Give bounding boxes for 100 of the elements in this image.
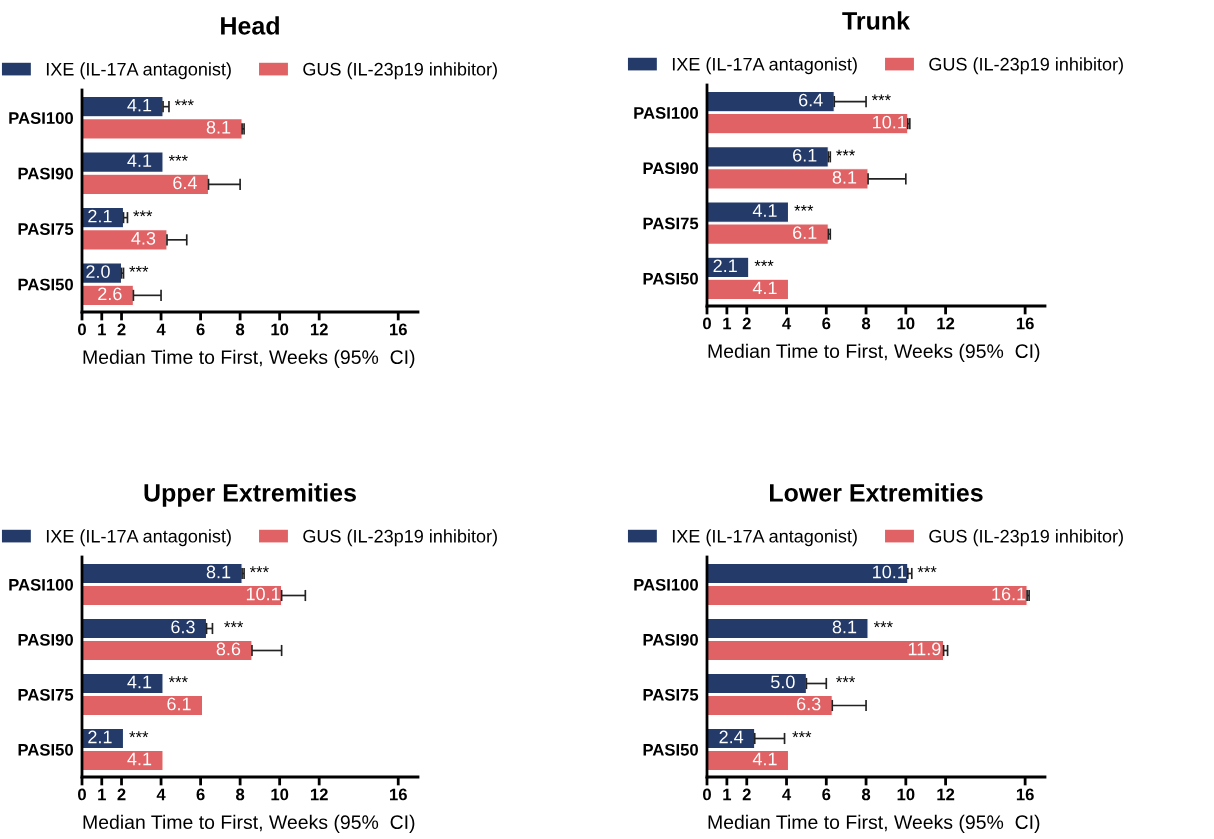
y-tick-label: PASI100 [9, 578, 73, 591]
x-tick-label: 2 [742, 788, 751, 801]
y-tick-label: PASI100 [634, 578, 698, 591]
annotation: *** [129, 731, 149, 738]
annotation: *** [754, 260, 774, 267]
x-tick-label: 4 [782, 788, 792, 801]
chart-title: Head [221, 16, 279, 35]
x-tick-label: 1 [723, 788, 732, 801]
data-label: 4.1 [752, 752, 777, 766]
data-label: 2.1 [88, 730, 112, 744]
data-label: 6.1 [793, 226, 817, 240]
x-tick-label: 0 [703, 317, 711, 330]
x-tick-label: 8 [861, 317, 871, 330]
x-tick-label: 16 [390, 788, 407, 801]
x-axis-title: Median Time to First, Weeks (95% CI) [83, 349, 415, 368]
y-tick-label: PASI75 [18, 688, 74, 701]
data-label: 11.9 [908, 642, 941, 656]
legend-label: GUS (IL-23p19 inhibitor) [929, 529, 1123, 547]
x-tick-label: 12 [937, 788, 955, 801]
x-tick-label: 4 [782, 317, 792, 330]
y-tick-label: PASI75 [643, 217, 699, 230]
legend-label: GUS (IL-23p19 inhibitor) [929, 57, 1123, 75]
x-axis-title: Median Time to First, Weeks (95% CI) [83, 814, 415, 833]
y-tick-label: PASI50 [643, 743, 698, 756]
y-tick-label: PASI90 [18, 633, 73, 646]
data-label: 2.6 [98, 287, 122, 301]
annotation: *** [836, 676, 856, 683]
x-tick-label: 4 [156, 323, 166, 336]
x-tick-label: 0 [703, 788, 711, 801]
y-tick-label: PASI90 [643, 162, 698, 175]
y-tick-label: PASI75 [18, 223, 74, 235]
annotation: *** [133, 210, 153, 217]
x-tick-label: 6 [196, 323, 205, 336]
data-label: 4.1 [752, 204, 777, 217]
data-label: 16.1 [992, 587, 1026, 601]
annotation: *** [873, 621, 893, 628]
legend-label: GUS (IL-23p19 inhibitor) [303, 529, 497, 547]
y-tick-label: PASI75 [643, 688, 699, 701]
x-tick-label: 16 [390, 323, 407, 336]
x-tick-label: 12 [310, 323, 328, 336]
x-tick-label: 8 [861, 788, 871, 801]
y-tick-label: PASI100 [634, 107, 698, 119]
x-tick-label: 2 [742, 317, 751, 330]
annotation: *** [129, 265, 149, 272]
data-label: 8.6 [216, 642, 241, 656]
x-tick-label: 10 [897, 317, 915, 330]
data-label: 8.1 [206, 120, 231, 134]
data-label: 4.1 [127, 98, 152, 112]
chart-title: Lower Extremities [770, 483, 983, 502]
data-label: 8.1 [832, 170, 857, 184]
data-label: 8.1 [206, 565, 231, 579]
x-tick-label: 8 [236, 323, 245, 336]
y-tick-label: PASI90 [18, 167, 73, 180]
y-tick-label: PASI50 [643, 272, 698, 285]
data-label: 6.1 [167, 697, 191, 711]
y-tick-label: PASI100 [9, 112, 73, 124]
x-tick-label: 0 [78, 323, 86, 336]
legend-label: IXE (IL-17A antagonist) [46, 529, 231, 547]
x-tick-label: 0 [78, 788, 86, 801]
annotation: *** [168, 154, 188, 161]
x-tick-label: 6 [822, 788, 831, 801]
x-tick-label: 1 [723, 317, 732, 330]
legend-label: GUS (IL-23p19 inhibitor) [303, 62, 497, 80]
x-axis-title: Median Time to First, Weeks (95% CI) [708, 814, 1040, 833]
data-label: 10.1 [246, 587, 280, 601]
x-tick-label: 16 [1016, 788, 1034, 801]
data-label: 4.1 [127, 752, 152, 766]
data-label: 4.3 [131, 231, 156, 245]
data-label: 2.4 [719, 730, 744, 744]
annotation: *** [168, 676, 188, 683]
annotation: *** [224, 621, 244, 628]
chart-title: Trunk [842, 11, 911, 30]
legend-label: IXE (IL-17A antagonist) [46, 62, 231, 80]
chart-title: Upper Extremities [144, 483, 356, 507]
data-label: 2.1 [713, 259, 737, 272]
x-tick-label: 10 [271, 788, 289, 801]
data-label: 6.3 [797, 697, 821, 711]
data-label: 6.4 [173, 176, 197, 190]
legend-label: IXE (IL-17A antagonist) [672, 57, 857, 75]
x-tick-label: 10 [897, 788, 915, 801]
x-tick-label: 1 [98, 323, 106, 336]
data-label: 5.0 [771, 675, 795, 689]
data-label: 2.0 [86, 265, 110, 278]
data-label: 4.1 [127, 675, 152, 689]
x-tick-label: 10 [271, 323, 289, 336]
x-tick-label: 12 [937, 317, 955, 330]
x-tick-label: 12 [310, 788, 328, 801]
x-tick-label: 6 [196, 788, 205, 801]
annotation: *** [794, 204, 814, 211]
annotation: *** [792, 731, 812, 738]
y-tick-label: PASI50 [18, 743, 73, 756]
annotation: *** [871, 94, 891, 101]
x-tick-label: 2 [117, 788, 126, 801]
data-label: 8.1 [832, 620, 857, 634]
data-label: 10.1 [873, 115, 906, 129]
x-axis-title: Median Time to First, Weeks (95% CI) [708, 343, 1040, 362]
annotation: *** [836, 149, 856, 156]
y-tick-label: PASI50 [18, 278, 73, 291]
annotation: *** [917, 566, 937, 573]
data-label: 10.1 [873, 565, 906, 579]
